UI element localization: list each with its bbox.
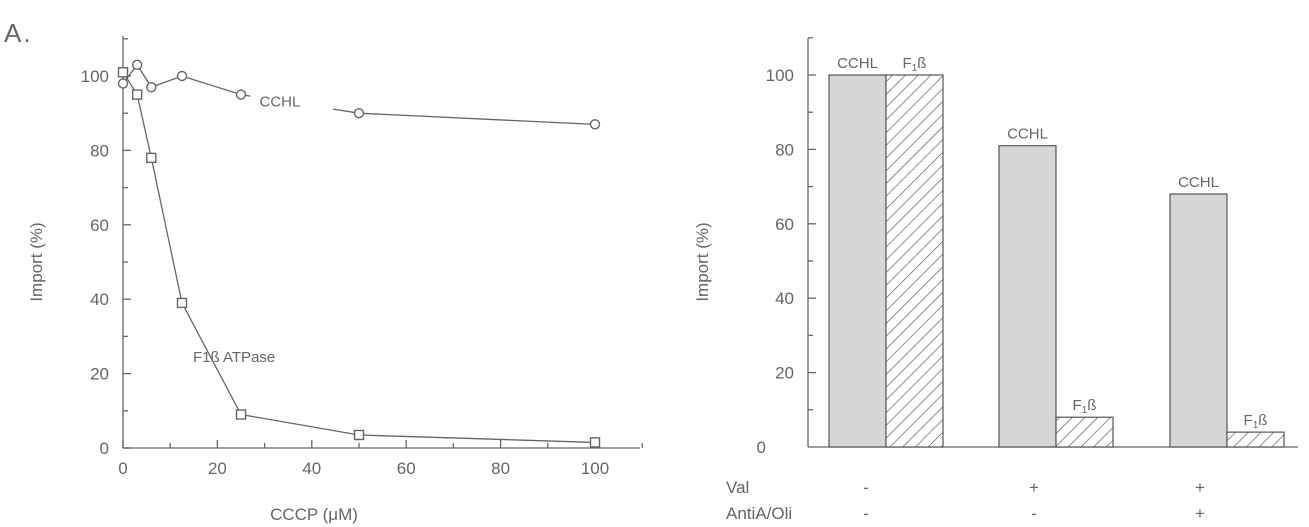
data-point-cchl bbox=[235, 89, 247, 100]
y-tick-label: 100 bbox=[766, 66, 794, 85]
bar-label-cchl: CCHL bbox=[837, 55, 878, 72]
y-tick-label: 40 bbox=[90, 290, 109, 309]
data-point-cchl bbox=[146, 81, 157, 93]
series-label-cchl: CCHL bbox=[260, 94, 301, 111]
y-axis-label: Import (%) bbox=[693, 222, 712, 301]
data-point-f1b bbox=[131, 89, 143, 100]
data-point-f1b bbox=[235, 409, 247, 420]
data-point-f1b bbox=[146, 152, 157, 164]
data-point-cchl bbox=[131, 59, 143, 71]
data-point-f1b bbox=[353, 429, 365, 441]
condition-value: + bbox=[1195, 478, 1205, 497]
x-axis-label: CCCP (μM) bbox=[270, 505, 358, 524]
bar-cchl bbox=[998, 145, 1057, 448]
bar-label-cchl: CCHL bbox=[1007, 126, 1048, 143]
y-tick-label: 80 bbox=[90, 141, 109, 160]
y-tick-label: 20 bbox=[775, 364, 794, 383]
x-tick-label: 0 bbox=[118, 459, 127, 478]
condition-row-label: AntiA/Oli bbox=[726, 504, 792, 523]
data-point-cchl bbox=[589, 119, 601, 130]
y-tick-label: 20 bbox=[90, 365, 109, 384]
condition-value: - bbox=[863, 478, 869, 497]
y-tick-label: 40 bbox=[775, 289, 794, 308]
bar-label-f1b: F1ß bbox=[1073, 397, 1097, 416]
condition-value: - bbox=[863, 504, 869, 523]
bar-f1b bbox=[1055, 416, 1114, 448]
y-tick-label: 0 bbox=[100, 439, 109, 458]
bar-label-f1b: F1ß bbox=[903, 55, 927, 74]
bar-f1b bbox=[1226, 431, 1285, 448]
y-tick-label: 0 bbox=[757, 438, 766, 457]
series-label-f1b-atpase: F1ß ATPase bbox=[193, 349, 275, 366]
bar-chart: 20 40 60 80 100 0 Import (%) CCHL F1ß CCHL F1ß CCHL… bbox=[693, 37, 1298, 523]
bar-cchl bbox=[1169, 193, 1228, 448]
y-tick-label: 60 bbox=[90, 216, 109, 235]
bar-cchl bbox=[828, 74, 887, 448]
x-tick-label: 60 bbox=[397, 459, 416, 478]
panel-label-a: A. bbox=[4, 18, 33, 48]
x-tick-label: 20 bbox=[208, 459, 227, 478]
data-point-cchl bbox=[176, 70, 188, 82]
data-point-f1b bbox=[176, 297, 188, 309]
condition-value: - bbox=[1031, 504, 1037, 523]
y-tick-label: 60 bbox=[775, 215, 794, 234]
series-line-cchl bbox=[358, 112, 596, 126]
condition-row-label: Val bbox=[726, 478, 749, 497]
x-tick-label: 40 bbox=[302, 459, 321, 478]
y-tick-label: 100 bbox=[81, 67, 109, 86]
condition-value: + bbox=[1029, 478, 1039, 497]
bar-label-cchl: CCHL bbox=[1178, 174, 1219, 191]
x-tick-label: 100 bbox=[581, 459, 609, 478]
y-axis-label: Import (%) bbox=[27, 222, 46, 301]
x-tick-label: 80 bbox=[491, 459, 510, 478]
condition-value: + bbox=[1195, 504, 1205, 523]
bar-f1b bbox=[885, 74, 944, 448]
data-point-f1b bbox=[117, 67, 129, 78]
y-tick-label: 80 bbox=[775, 140, 794, 159]
bar-label-f1b: F1ß bbox=[1244, 412, 1268, 431]
series-line-f1b bbox=[122, 71, 596, 444]
data-point-cchl bbox=[353, 107, 365, 119]
data-point-f1b bbox=[589, 437, 601, 448]
line-chart: 0 20 40 60 80 100 0 20 40 60 80 100 CCCP (μM) Import … bbox=[27, 36, 643, 524]
data-point-cchl bbox=[117, 78, 129, 89]
